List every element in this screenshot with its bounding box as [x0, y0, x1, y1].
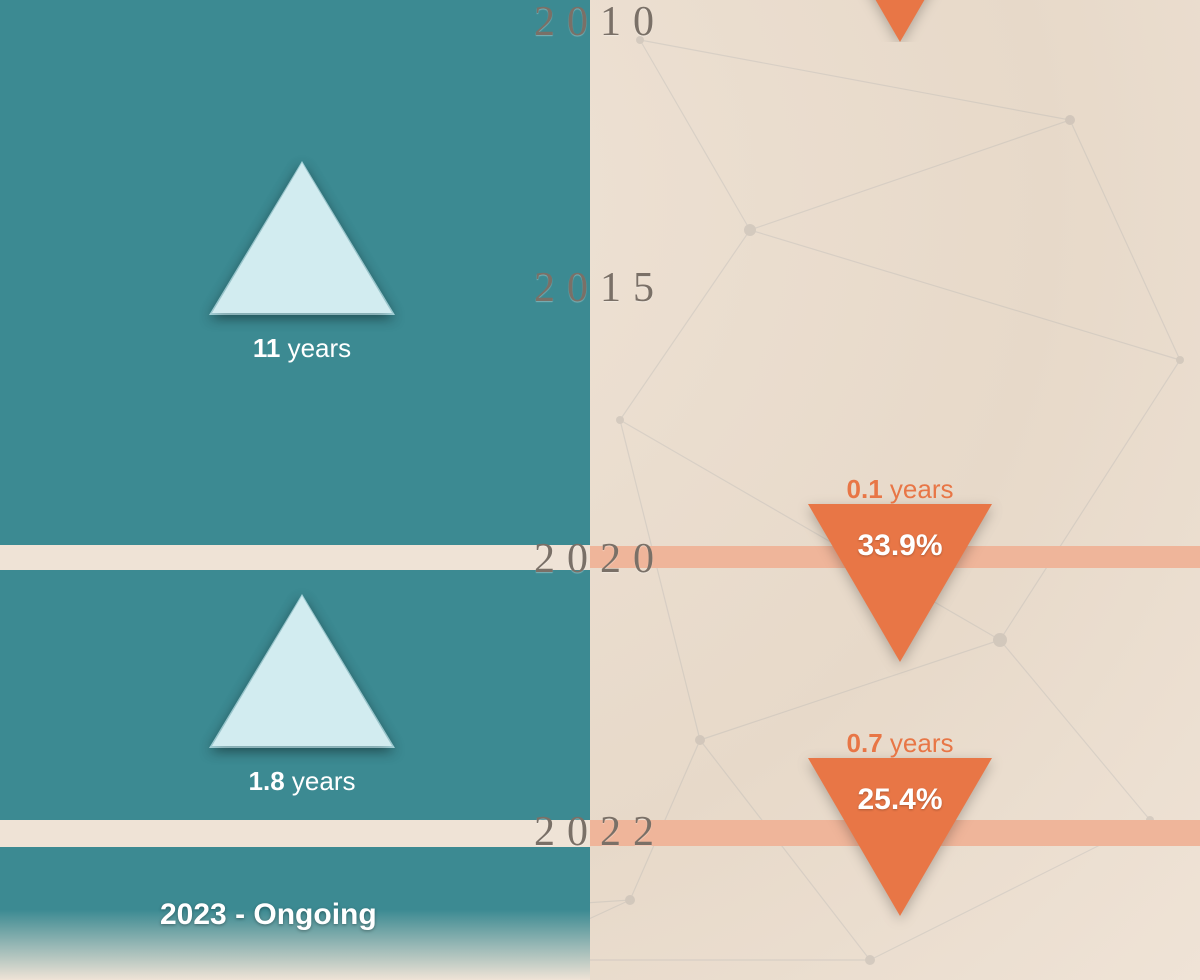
down-triangle-2 [808, 758, 992, 916]
down-triangle-2-value: 25.4% [808, 783, 992, 817]
up-triangle-1-duration: 11 years [172, 333, 432, 364]
down-triangle-1-value: 33.9% [808, 529, 992, 563]
down-triangle-1-duration: 0.1 years [768, 474, 1032, 505]
down-triangle-top-partial [810, 0, 990, 42]
bottom-ongoing-label: 2023 - Ongoing [160, 898, 377, 932]
down-triangle-1 [808, 504, 992, 662]
down-triangle-2-duration: 0.7 years [768, 728, 1032, 759]
up-triangle-1 [212, 163, 392, 313]
up-triangle-2 [212, 596, 392, 746]
up-triangle-2-duration: 1.8 years [172, 766, 432, 797]
left-panel-gap [0, 820, 590, 847]
left-panel-gap [0, 545, 590, 570]
